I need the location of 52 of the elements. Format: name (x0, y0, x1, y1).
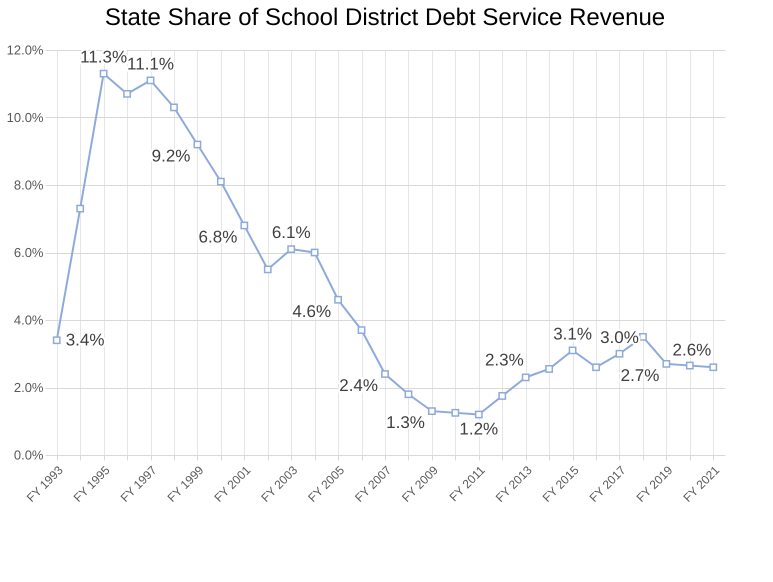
chart-title: State Share of School District Debt Service Revenue (104, 4, 666, 31)
y-tick-label: 12.0% (6, 42, 44, 58)
point (216, 178, 225, 186)
point (592, 363, 600, 372)
data-label: 4.6% (292, 302, 332, 321)
y-tick-label: 8.0% (14, 178, 44, 192)
point (358, 326, 366, 334)
point (498, 392, 506, 400)
data-label: 3.1% (553, 324, 592, 344)
point (662, 360, 670, 368)
y-tick-label: 0.0% (14, 448, 44, 462)
data-label: 2.6% (672, 340, 712, 360)
y-tick-label: 2.0% (14, 380, 44, 395)
data-label: 11.1% (127, 54, 174, 74)
data-label: 2.3% (484, 350, 524, 370)
point (334, 296, 342, 304)
point (287, 245, 296, 254)
data-label: 3.0% (600, 328, 639, 347)
y-tick-label: 10.0% (6, 110, 44, 125)
data-label: 2.4% (339, 376, 378, 395)
point (686, 362, 694, 370)
point (146, 76, 154, 84)
y-tick-label: 4.0% (14, 312, 44, 328)
point (404, 390, 412, 398)
data-label: 3.4% (66, 330, 104, 350)
point (639, 332, 647, 341)
point (264, 265, 272, 274)
data-label: 11.3% (80, 48, 128, 67)
point (428, 407, 436, 416)
point (123, 90, 131, 98)
data-label: 9.2% (152, 146, 190, 166)
point (76, 204, 84, 213)
data-label: 1.3% (386, 413, 425, 432)
point (545, 365, 554, 373)
data-label: 6.1% (272, 223, 311, 242)
point (100, 70, 108, 78)
point (568, 346, 576, 354)
point (52, 336, 61, 344)
point (240, 222, 248, 230)
point (170, 103, 178, 112)
point (451, 408, 460, 417)
point (474, 410, 483, 418)
point (709, 363, 718, 372)
point (381, 370, 389, 378)
y-tick-label: 6.0% (14, 245, 44, 260)
data-label: 1.2% (459, 420, 498, 438)
point (310, 248, 319, 256)
point (194, 140, 202, 148)
point (522, 373, 530, 382)
data-label: 6.8% (198, 228, 238, 246)
point (616, 350, 624, 358)
data-label: 2.7% (620, 366, 660, 385)
